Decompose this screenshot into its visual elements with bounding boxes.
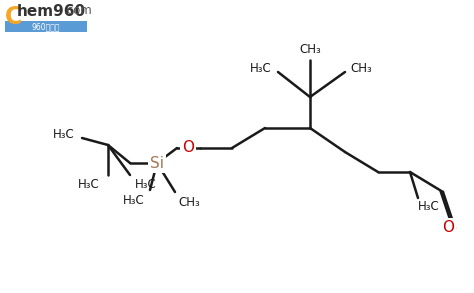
- Bar: [5, 21, 87, 32]
- Text: H₃C: H₃C: [135, 178, 157, 191]
- Text: Si: Si: [150, 156, 164, 171]
- Text: CH₃: CH₃: [178, 196, 200, 209]
- Text: H₃C: H₃C: [53, 129, 75, 142]
- Text: H₃C: H₃C: [123, 194, 145, 207]
- Text: 960化工网: 960化工网: [32, 23, 60, 32]
- Text: CH₃: CH₃: [350, 62, 372, 74]
- Text: CH₃: CH₃: [299, 43, 321, 56]
- Text: H₃C: H₃C: [78, 178, 100, 191]
- Text: H₃C: H₃C: [250, 62, 272, 74]
- Text: O: O: [182, 141, 194, 156]
- Text: O: O: [442, 221, 454, 236]
- Text: .com: .com: [64, 4, 93, 17]
- Text: H₃C: H₃C: [418, 200, 440, 213]
- Text: hem960: hem960: [17, 4, 86, 19]
- Text: C: C: [5, 5, 22, 29]
